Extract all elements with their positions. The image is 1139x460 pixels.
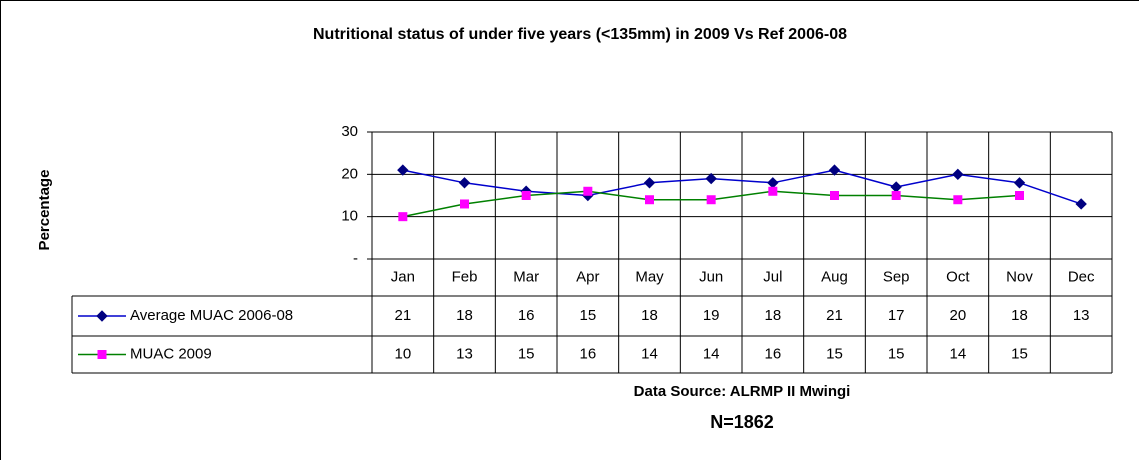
- table-value: 16: [764, 345, 781, 362]
- marker: [521, 191, 531, 200]
- x-tick-label: Sep: [883, 268, 910, 285]
- table-value: 19: [703, 307, 720, 324]
- x-tick-label: Dec: [1068, 268, 1095, 285]
- table-value: 15: [1011, 345, 1028, 362]
- marker: [828, 164, 841, 176]
- marker: [1013, 177, 1026, 189]
- marker: [768, 186, 778, 196]
- marker: [705, 172, 717, 185]
- x-tick-label: Jan: [391, 268, 415, 285]
- table-value: 17: [888, 307, 905, 324]
- marker: [643, 177, 656, 189]
- table-value: 18: [641, 307, 658, 324]
- source: Data Source: ALRMP II Mwingi: [634, 383, 851, 400]
- marker: [397, 164, 409, 176]
- table-value: 21: [394, 307, 411, 324]
- note: N=1862: [710, 412, 774, 432]
- y-tick-label: -: [353, 250, 358, 267]
- table-value: 16: [579, 345, 596, 362]
- table-value: 13: [1073, 307, 1090, 324]
- marker: [645, 195, 654, 205]
- marker: [398, 212, 408, 222]
- table-value: 10: [394, 345, 411, 362]
- y-tick-label: 20: [341, 165, 358, 182]
- legend-marker: [97, 350, 107, 359]
- table-value: 21: [826, 307, 843, 324]
- marker: [830, 191, 839, 200]
- x-tick-label: Mar: [513, 268, 539, 285]
- marker: [1015, 191, 1024, 200]
- series-line: [402, 169, 1082, 205]
- x-tick-label: Nov: [1006, 268, 1033, 285]
- marker: [460, 199, 469, 209]
- marker: [706, 195, 716, 205]
- marker: [458, 177, 471, 189]
- table-value: 14: [641, 345, 658, 362]
- table-value: 15: [826, 345, 843, 362]
- x-tick-label: Aug: [821, 268, 848, 285]
- table-value: 14: [703, 345, 720, 362]
- table-value: 14: [949, 345, 966, 362]
- legend-label: MUAC 2009: [130, 345, 212, 362]
- x-tick-label: Apr: [576, 268, 599, 285]
- x-tick-label: Jun: [699, 268, 723, 285]
- marker: [953, 195, 963, 205]
- marker: [583, 186, 593, 196]
- table-value: 18: [764, 307, 781, 324]
- table-value: 20: [949, 307, 966, 324]
- marker: [952, 168, 964, 181]
- x-tick-label: Oct: [946, 268, 970, 285]
- y-tick-label: 30: [341, 123, 358, 140]
- table-value: 15: [518, 345, 535, 362]
- table-value: 18: [1011, 307, 1028, 324]
- y-tick-label: 10: [341, 208, 358, 225]
- x-tick-label: Jul: [763, 268, 782, 285]
- chart-title: Nutritional status of under five years (…: [313, 26, 847, 43]
- table-value: 18: [456, 307, 473, 324]
- marker: [1075, 198, 1087, 210]
- x-tick-label: Feb: [452, 268, 478, 285]
- x-tick-label: May: [635, 268, 664, 285]
- table-value: 13: [456, 345, 473, 362]
- table-value: 15: [579, 307, 596, 324]
- y-axis-label: Percentage: [36, 170, 53, 251]
- legend-marker: [96, 310, 108, 322]
- table-value: 16: [518, 307, 535, 324]
- table-value: 15: [888, 345, 905, 362]
- marker: [891, 191, 901, 200]
- legend-label: Average MUAC 2006-08: [130, 307, 293, 324]
